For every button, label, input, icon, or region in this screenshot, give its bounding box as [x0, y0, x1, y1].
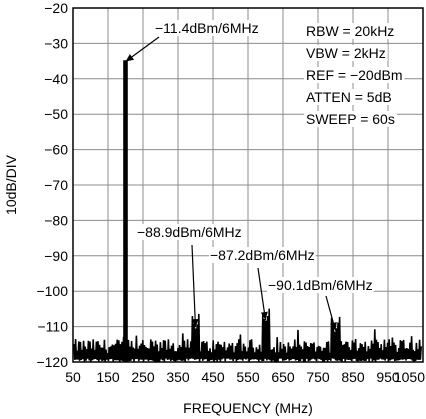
setting-background [304, 111, 397, 127]
annotation-arrowhead [330, 322, 337, 331]
setting-line: SWEEP = 60s [306, 111, 395, 127]
setting-background [304, 67, 405, 83]
y-tick-label: −120 [36, 354, 68, 370]
y-tick-label: −40 [44, 71, 68, 87]
x-tick-label: 1050 [394, 369, 425, 385]
setting-line: RBW = 20kHz [306, 23, 394, 39]
annotation-background [209, 247, 316, 263]
setting-background [304, 45, 388, 61]
setting-background [304, 89, 394, 105]
analyzer-settings: RBW = 20kHz VBW = 2kHz REF = −20dBm ATTEN =… [304, 23, 405, 127]
y-tick-label: −90 [44, 248, 68, 264]
x-tick-label: 250 [131, 369, 155, 385]
y-tick-label: −50 [44, 106, 68, 122]
annotation-label: −88.9dBm/6MHz [137, 224, 242, 240]
y-tick-labels: −20 −30 −40 −50 −60 −70 −80 −90 −100 −110 −120 [36, 0, 68, 370]
y-tick-label: −80 [44, 212, 68, 228]
x-tick-label: 750 [306, 369, 330, 385]
x-tick-label: 450 [201, 369, 225, 385]
x-tick-label: 150 [96, 369, 120, 385]
y-tick-label: −20 [44, 0, 68, 16]
annotation-arrowhead [260, 311, 268, 321]
annotation-background [267, 277, 374, 293]
x-tick-label: 950 [376, 369, 400, 385]
carrier-peak [123, 61, 128, 362]
y-tick-label: −100 [36, 283, 68, 299]
x-tick-label: 350 [166, 369, 190, 385]
annotation-label: −90.1dBm/6MHz [268, 277, 373, 293]
annotation-background [154, 20, 260, 36]
annotation-background [136, 224, 243, 240]
annotation-arrowhead [191, 318, 199, 328]
annotation-arrow-line [191, 244, 197, 328]
annotation-arrowhead [125, 54, 135, 62]
setting-background [304, 23, 397, 39]
annotation-label: −87.2dBm/6MHz [210, 247, 315, 263]
setting-line: ATTEN = 5dB [306, 89, 392, 105]
y-axis-label: 10dB/DIV [3, 154, 19, 215]
y-tick-label: −60 [44, 142, 68, 158]
x-axis-label: FREQUENCY (MHz) [183, 400, 313, 416]
plot-frame [72, 7, 424, 363]
y-tick-label: −30 [44, 35, 68, 51]
y-tick-label: −70 [44, 177, 68, 193]
annotation-arrow-line [257, 267, 267, 321]
peak-annotations: −11.4dBm/6MHz −88.9dBm/6MHz −87.2dBm/6MHz −… [125, 20, 374, 331]
x-tick-label: 650 [271, 369, 295, 385]
y-tick-label: −110 [38, 319, 69, 335]
x-tick-label: 50 [65, 369, 81, 385]
x-tick-label: 550 [236, 369, 260, 385]
x-tick-label: 850 [341, 369, 365, 385]
setting-line: VBW = 2kHz [306, 45, 386, 61]
setting-line: REF = −20dBm [306, 67, 403, 83]
annotation-label: −11.4dBm/6MHz [155, 20, 259, 36]
